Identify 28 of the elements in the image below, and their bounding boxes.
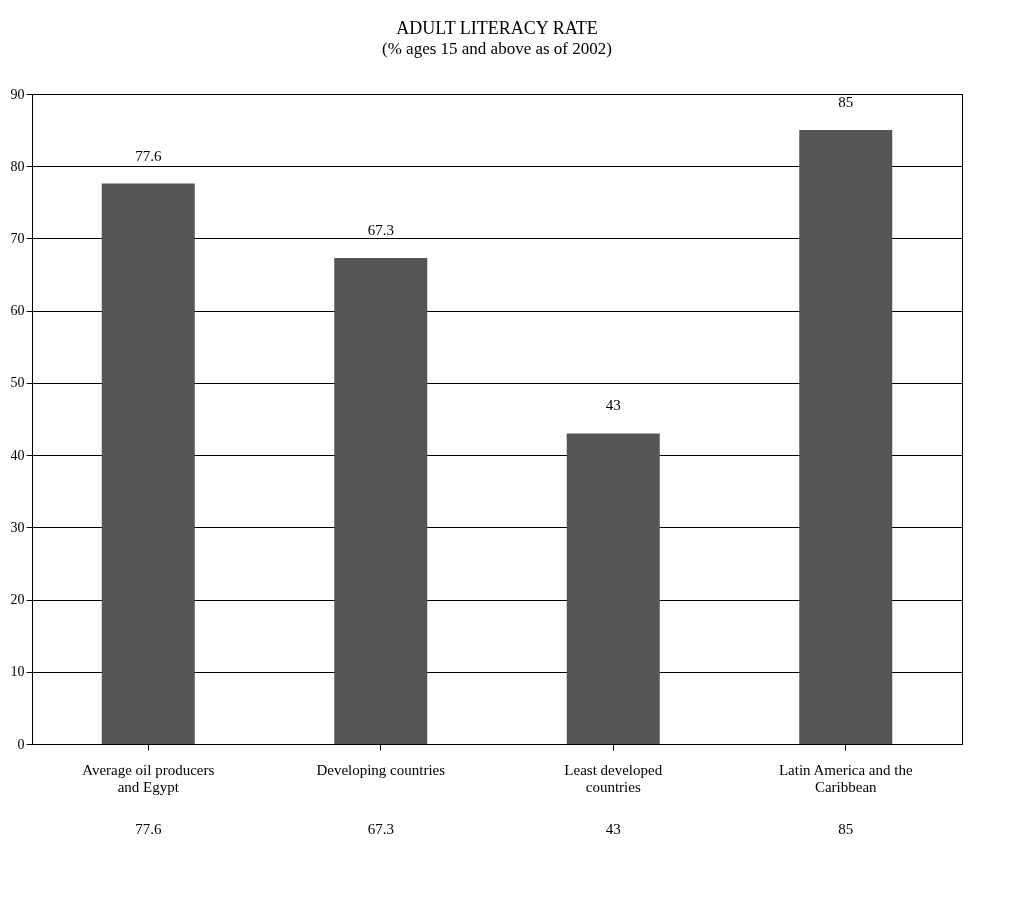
y-tick-label: 0 (17, 736, 25, 752)
annotation: 85 (838, 94, 854, 111)
data-label: 67.3 (367, 821, 394, 837)
x-tick-label: Developing countries (316, 761, 446, 778)
chart-subtitle: (% ages 15 and above as of 2002) (382, 39, 612, 58)
data-label: 43 (605, 821, 621, 837)
annotation: 43 (605, 397, 621, 414)
y-tick-label: 20 (10, 592, 25, 608)
bar (799, 130, 893, 744)
annotation: 77.6 (135, 147, 162, 164)
bar (334, 257, 428, 744)
x-tick-label: Least developed countries (564, 761, 663, 795)
data-label: 85 (838, 821, 854, 837)
y-tick-label: 50 (10, 375, 25, 391)
y-tick-label: 70 (10, 230, 25, 246)
y-tick-label: 60 (10, 303, 25, 319)
bar (101, 183, 195, 744)
y-tick-label: 10 (10, 664, 25, 680)
y-tick-label: 90 (10, 86, 25, 102)
y-tick-label: 40 (10, 447, 25, 463)
x-tick-label: Latin America and the Caribbean (778, 761, 913, 795)
data-label: 77.6 (135, 821, 162, 837)
y-tick-label: 80 (10, 158, 25, 174)
chart-title: ADULT LITERACY RATE (396, 18, 598, 38)
x-tick-label: Average oil producers and Egypt (82, 761, 215, 795)
annotation: 67.3 (367, 221, 394, 238)
bar (566, 433, 660, 744)
y-tick-label: 30 (10, 519, 25, 535)
